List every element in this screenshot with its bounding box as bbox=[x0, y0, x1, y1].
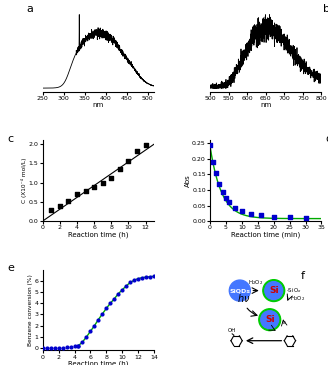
Point bbox=[76, 343, 81, 349]
Point bbox=[96, 316, 101, 322]
Point bbox=[223, 195, 229, 201]
Circle shape bbox=[259, 309, 281, 331]
Point bbox=[207, 142, 213, 148]
Point bbox=[239, 208, 244, 214]
Point bbox=[233, 205, 238, 211]
Text: H$_2$O$_2$: H$_2$O$_2$ bbox=[290, 294, 305, 303]
X-axis label: Reaction time (min): Reaction time (min) bbox=[231, 232, 300, 238]
Point bbox=[120, 287, 125, 293]
Point bbox=[64, 345, 69, 350]
Point bbox=[40, 345, 45, 351]
Text: d: d bbox=[325, 134, 328, 144]
Point bbox=[217, 181, 222, 187]
Point bbox=[49, 207, 54, 213]
X-axis label: nm: nm bbox=[93, 102, 104, 108]
Point bbox=[226, 199, 232, 205]
Circle shape bbox=[229, 280, 250, 301]
Text: f: f bbox=[300, 271, 304, 281]
Circle shape bbox=[265, 282, 283, 300]
Text: $h\nu$: $h\nu$ bbox=[237, 292, 251, 304]
Text: -SiO$_x$: -SiO$_x$ bbox=[286, 286, 302, 295]
Point bbox=[84, 334, 89, 340]
Text: Si: Si bbox=[269, 286, 278, 295]
Point bbox=[92, 323, 97, 329]
Point bbox=[249, 211, 254, 217]
Point bbox=[134, 148, 140, 154]
Point bbox=[132, 277, 137, 283]
Point bbox=[126, 158, 131, 164]
Point bbox=[271, 214, 276, 220]
Point bbox=[140, 275, 145, 281]
Point bbox=[100, 311, 105, 317]
Point bbox=[303, 215, 308, 220]
Point bbox=[48, 345, 53, 351]
X-axis label: Reaction time (h): Reaction time (h) bbox=[68, 232, 129, 238]
Point bbox=[83, 188, 88, 194]
Point bbox=[68, 344, 73, 350]
Text: e: e bbox=[7, 263, 14, 273]
Circle shape bbox=[263, 280, 285, 301]
Point bbox=[66, 198, 71, 204]
Point bbox=[143, 142, 148, 148]
Point bbox=[92, 184, 97, 190]
Point bbox=[258, 212, 263, 218]
Point bbox=[108, 300, 113, 306]
Point bbox=[287, 214, 292, 220]
Text: a: a bbox=[26, 4, 33, 15]
Point bbox=[74, 191, 80, 197]
Text: H$_2$O$_2$: H$_2$O$_2$ bbox=[248, 278, 264, 287]
Point bbox=[100, 180, 105, 185]
Point bbox=[80, 339, 85, 345]
Point bbox=[112, 296, 117, 302]
Point bbox=[60, 345, 65, 350]
Y-axis label: Benzene conversion (%): Benzene conversion (%) bbox=[28, 274, 33, 346]
Point bbox=[124, 283, 129, 289]
Text: e: e bbox=[282, 320, 286, 324]
Point bbox=[116, 291, 121, 297]
Point bbox=[220, 189, 225, 195]
Text: c: c bbox=[7, 134, 13, 144]
Point bbox=[148, 274, 153, 280]
Point bbox=[44, 345, 49, 351]
Point bbox=[72, 343, 77, 349]
Y-axis label: C (X10⁻⁴ mol/L): C (X10⁻⁴ mol/L) bbox=[21, 158, 27, 203]
Circle shape bbox=[261, 311, 279, 328]
Point bbox=[52, 345, 57, 351]
Point bbox=[88, 328, 93, 334]
Point bbox=[57, 204, 62, 210]
Point bbox=[117, 166, 122, 172]
Text: Si: Si bbox=[265, 315, 275, 324]
Point bbox=[214, 170, 219, 176]
Y-axis label: Abs: Abs bbox=[185, 174, 191, 187]
X-axis label: nm: nm bbox=[260, 102, 271, 108]
Point bbox=[104, 306, 109, 311]
Text: SiQDs: SiQDs bbox=[229, 288, 250, 293]
Text: b: b bbox=[323, 4, 328, 15]
Point bbox=[128, 280, 133, 285]
Point bbox=[144, 274, 149, 280]
Point bbox=[135, 276, 141, 281]
Text: OH: OH bbox=[228, 328, 236, 333]
Point bbox=[109, 175, 114, 181]
Point bbox=[76, 343, 81, 349]
Point bbox=[56, 345, 61, 351]
Point bbox=[211, 159, 216, 165]
X-axis label: Reaction time (h): Reaction time (h) bbox=[68, 361, 129, 365]
Point bbox=[152, 273, 157, 279]
